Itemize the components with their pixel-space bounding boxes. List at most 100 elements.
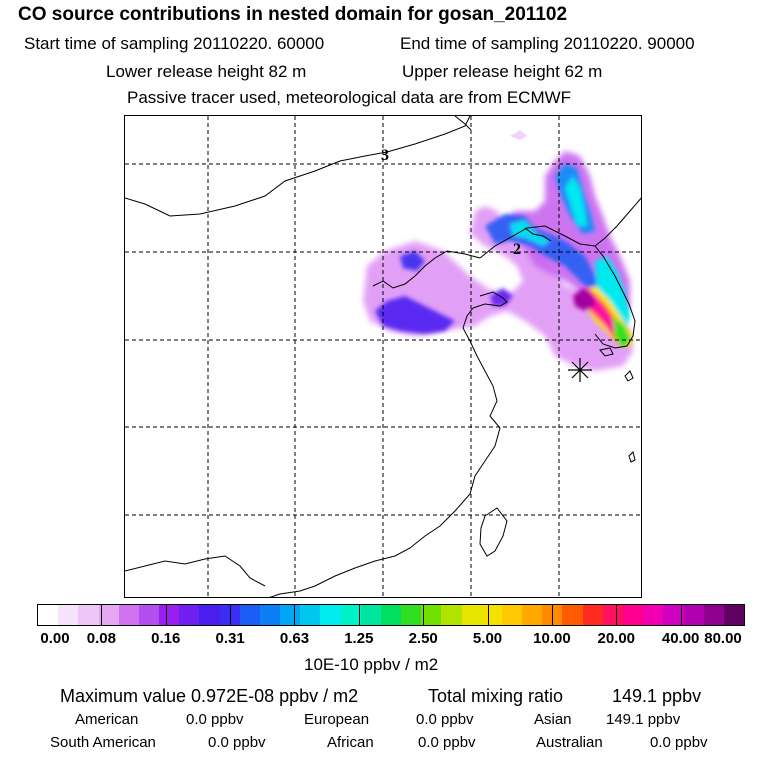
korea-china-border: [479, 197, 641, 259]
color-scale-cell: [219, 605, 240, 625]
color-scale-divider: [358, 604, 360, 626]
coastlines: [125, 116, 641, 597]
color-scale-tick-label: 2.50: [408, 630, 438, 647]
color-scale-divider: [230, 604, 232, 626]
color-scale-cell: [118, 605, 139, 625]
color-scale-cell: [683, 605, 704, 625]
upper-release-label: Upper release height 62 m: [402, 62, 603, 81]
color-scale-tick-label: 80.00: [704, 630, 742, 647]
color-scale-cell: [421, 605, 442, 625]
tracer-note: Passive tracer used, meteorological data…: [127, 88, 572, 107]
american-label: American: [75, 711, 139, 728]
color-scale-cell: [522, 605, 543, 625]
color-scale-divider: [101, 604, 103, 626]
color-scale-tick-label: 0.31: [215, 630, 245, 647]
asian-label: Asian: [534, 711, 572, 728]
color-scale-cell: [582, 605, 603, 625]
color-scale-cell: [38, 605, 59, 625]
taiwan-island: [479, 507, 508, 557]
color-scale-cell: [441, 605, 462, 625]
american-value: 0.0 ppbv: [186, 711, 244, 728]
shandong-coast: [472, 291, 508, 309]
southern-border: [125, 555, 266, 587]
total-mixing-label: Total mixing ratio: [428, 686, 564, 706]
australian-label: Australian: [536, 734, 603, 751]
start-time-label: Start time of sampling 20110220. 60000: [24, 34, 325, 53]
color-scale-cell: [179, 605, 200, 625]
south-american-label: South American: [50, 734, 156, 751]
color-scale-cell: [300, 605, 321, 625]
color-scale-divider: [165, 604, 167, 626]
china-east-coast: [269, 307, 501, 597]
concentration-field: [363, 130, 633, 371]
african-label: African: [327, 734, 374, 751]
lat-lon-grid: [125, 116, 641, 597]
european-value: 0.0 ppbv: [416, 711, 474, 728]
plot-title: CO source contributions in nested domain…: [18, 4, 568, 25]
color-scale-divider: [487, 604, 489, 626]
contour-label: 2: [513, 241, 521, 258]
border-north: [454, 116, 472, 131]
color-scale-cell: [78, 605, 99, 625]
max-value-label: Maximum value 0.972E-08 ppbv / m2: [60, 686, 359, 706]
color-scale-tick-label: 0.16: [151, 630, 181, 647]
color-scale-tick-label: 0.00: [40, 630, 70, 647]
bay-coast: [524, 227, 552, 242]
color-scale-cell: [401, 605, 422, 625]
color-scale-cell: [58, 605, 79, 625]
color-scale-cell: [360, 605, 381, 625]
color-scale-cell: [98, 605, 119, 625]
color-scale-cell: [138, 605, 160, 625]
cyan-core-bay: [510, 220, 550, 246]
color-scale-cell: [481, 605, 502, 625]
color-scale-cell: [501, 605, 523, 625]
island: [624, 370, 634, 382]
cyan-core-north: [565, 176, 587, 226]
color-scale-tick-label: 5.00: [472, 630, 503, 647]
color-scale-cell: [280, 605, 301, 625]
bohai-coast: [372, 250, 481, 289]
island: [628, 451, 636, 463]
color-scale-cell: [663, 605, 684, 625]
color-scale-divider: [680, 604, 682, 626]
color-scale-cell: [643, 605, 664, 625]
colorbar-unit-label: 10E-10 ppbv / m2: [304, 655, 439, 674]
color-scale-cell: [622, 605, 644, 625]
australian-value: 0.0 ppbv: [650, 734, 708, 751]
color-scale-cell: [380, 605, 402, 625]
plume-speck: [510, 130, 527, 140]
color-scale-tick-label: 10.00: [533, 630, 571, 647]
contour-label: 3: [381, 147, 389, 164]
end-time-label: End time of sampling 20110220. 90000: [400, 34, 695, 53]
jeju-island: [599, 347, 614, 357]
african-value: 0.0 ppbv: [418, 734, 476, 751]
color-scale-cell: [562, 605, 583, 625]
color-scale-cell: [461, 605, 482, 625]
color-scale-divider: [423, 604, 425, 626]
color-scale-tick-label: 20.00: [597, 630, 636, 647]
color-scale-divider: [616, 604, 618, 626]
receptor-star-icon: [568, 358, 592, 382]
color-scale-cell: [340, 605, 361, 625]
color-scale-bar: [37, 604, 745, 626]
map-canvas: 3 2: [125, 116, 641, 597]
map-panel: 3 2: [124, 115, 642, 598]
color-scale-cell: [320, 605, 341, 625]
peak-center: [573, 288, 595, 311]
lower-release-label: Lower release height 82 m: [106, 62, 307, 81]
total-mixing-value: 149.1 ppbv: [612, 686, 702, 706]
color-scale-divider: [551, 604, 553, 626]
color-scale-cell: [723, 605, 745, 625]
asian-value: 149.1 ppbv: [606, 711, 681, 728]
color-scale-cell: [602, 605, 623, 625]
color-scale-cell: [239, 605, 260, 625]
color-scale-tick-label: 0.63: [279, 630, 310, 647]
color-scale-divider: [294, 604, 296, 626]
color-scale-cell: [159, 605, 180, 625]
plume-core-north: [400, 251, 425, 271]
south-american-value: 0.0 ppbv: [208, 734, 266, 751]
color-scale-cell: [259, 605, 281, 625]
plume-core-west: [375, 296, 455, 334]
european-label: European: [304, 711, 370, 728]
korean-peninsula: [594, 245, 636, 349]
